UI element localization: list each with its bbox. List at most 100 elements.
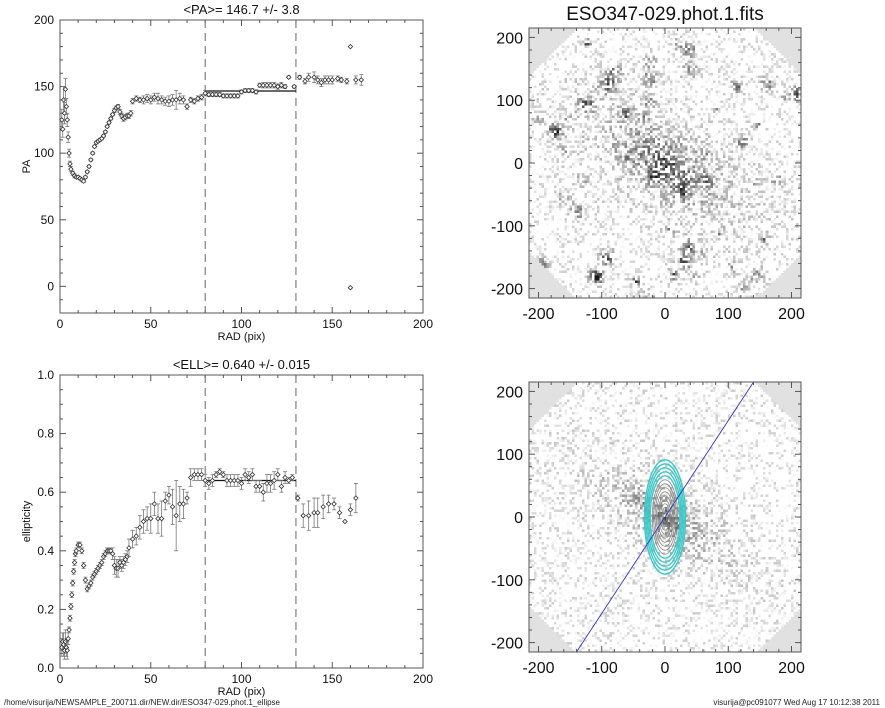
data-point xyxy=(331,501,337,507)
x-tick-label: 50 xyxy=(144,672,158,686)
y-tick-label: 150 xyxy=(34,80,54,94)
data-point xyxy=(129,536,136,542)
data-point xyxy=(202,477,208,484)
data-point xyxy=(347,284,354,291)
data-point xyxy=(294,495,301,501)
data-point xyxy=(264,480,270,487)
x-tick-label: 100 xyxy=(715,306,742,323)
isophote-ellipse xyxy=(657,495,673,539)
image-panel xyxy=(528,27,802,299)
isophote-ellipse xyxy=(662,511,668,523)
data-point xyxy=(88,580,94,586)
data-point xyxy=(311,74,317,81)
data-point xyxy=(195,471,201,478)
data-point xyxy=(151,501,158,507)
data-point xyxy=(264,82,270,89)
data-point xyxy=(162,498,169,504)
isophote-ellipse xyxy=(654,487,676,547)
data-point xyxy=(342,518,348,525)
x-axis-label: RAD (pix) xyxy=(218,686,266,698)
data-point xyxy=(245,87,252,94)
data-point xyxy=(198,94,205,101)
data-point xyxy=(267,480,274,487)
data-point xyxy=(65,635,71,642)
data-point xyxy=(242,471,248,478)
data-point xyxy=(260,489,267,495)
x-tick-label: 150 xyxy=(322,317,342,331)
y-tick-label: -200 xyxy=(491,282,523,299)
data-point xyxy=(180,97,187,103)
y-tick-label: 200 xyxy=(496,384,523,401)
data-point xyxy=(91,143,98,150)
x-tick-label: -200 xyxy=(522,660,554,677)
data-point xyxy=(347,507,354,513)
y-tick-label: 0.8 xyxy=(37,427,54,441)
data-point xyxy=(115,103,121,110)
data-point xyxy=(249,471,256,478)
data-point xyxy=(267,82,274,89)
isophote-ellipse xyxy=(655,491,675,543)
data-point xyxy=(206,480,212,487)
data-point xyxy=(227,477,234,484)
isophote-ellipse xyxy=(645,463,685,571)
y-tick-label: 0 xyxy=(514,510,523,527)
data-point xyxy=(227,93,234,99)
data-point xyxy=(216,468,223,475)
x-tick-label: 200 xyxy=(413,672,433,686)
data-point xyxy=(344,78,350,85)
data-point xyxy=(224,93,230,99)
data-point xyxy=(144,515,150,522)
isophote-ellipse xyxy=(660,503,670,531)
data-point xyxy=(191,98,198,105)
data-point xyxy=(184,103,190,110)
data-point xyxy=(289,474,296,481)
data-point xyxy=(137,524,143,531)
x-axis-label: RAD (pix) xyxy=(218,331,266,343)
x-tick-label: 100 xyxy=(231,317,251,331)
data-point xyxy=(77,542,83,548)
data-point xyxy=(256,82,263,89)
isophote-ellipse xyxy=(653,483,677,551)
data-point xyxy=(305,74,312,81)
data-point xyxy=(242,87,248,94)
data-point xyxy=(70,568,77,575)
y-tick-label: 0 xyxy=(47,279,54,293)
data-point xyxy=(260,82,267,89)
data-point xyxy=(147,515,154,522)
data-point xyxy=(108,115,114,122)
isophote-ellipse xyxy=(651,479,679,555)
data-point xyxy=(231,477,238,484)
data-point xyxy=(155,515,161,522)
data-point xyxy=(213,471,219,478)
data-point xyxy=(79,548,85,554)
plot-title: <PA>= 146.7 +/- 3.8 xyxy=(183,2,299,17)
x-tick-label: -100 xyxy=(586,660,618,677)
data-point xyxy=(325,77,332,83)
isophote-ellipse xyxy=(648,471,682,563)
data-point xyxy=(140,518,147,525)
isophote-panel xyxy=(528,381,802,653)
y-tick-label: 50 xyxy=(41,213,55,227)
data-point xyxy=(187,474,194,481)
y-tick-label: -100 xyxy=(491,573,523,590)
image-title: ESO347-029.phot.1.fits xyxy=(566,4,764,25)
y-tick-label: -200 xyxy=(491,636,523,653)
x-tick-label: -200 xyxy=(522,306,554,323)
y-tick-label: 100 xyxy=(496,93,523,110)
footer-stamp: visurija@pc091077 Wed Aug 17 10:12:38 20… xyxy=(713,698,880,707)
data-point xyxy=(338,77,345,83)
data-point xyxy=(336,509,343,516)
data-point xyxy=(173,512,179,519)
data-point xyxy=(104,123,110,130)
x-tick-label: 0 xyxy=(661,306,670,323)
data-point xyxy=(59,126,66,132)
data-point xyxy=(88,157,94,163)
data-point xyxy=(220,471,227,478)
data-point xyxy=(147,97,154,103)
data-point xyxy=(245,474,252,481)
y-tick-label: 1.0 xyxy=(37,368,54,382)
y-axis-label: ellipticity xyxy=(21,500,33,542)
data-point xyxy=(151,94,158,101)
data-point xyxy=(353,77,359,83)
